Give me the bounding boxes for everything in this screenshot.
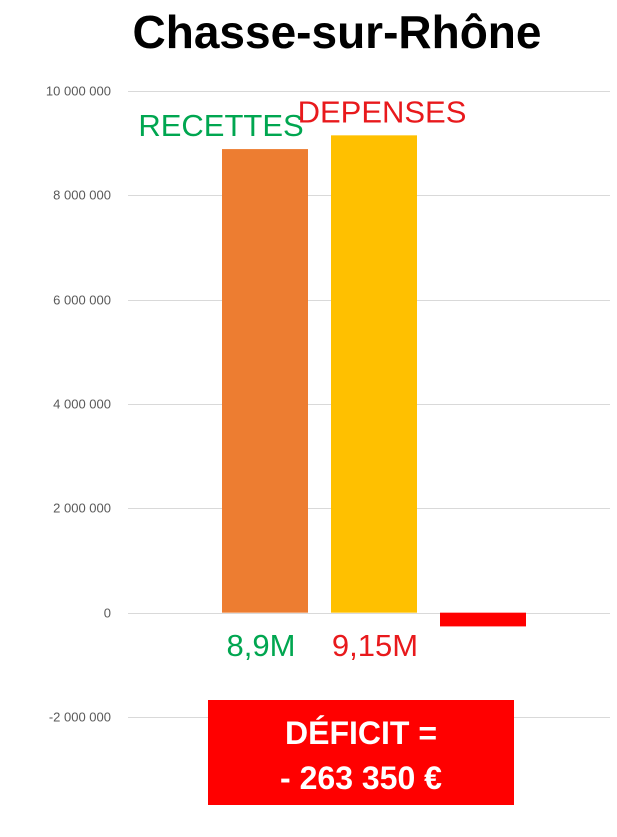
deficit-annotation: DÉFICIT = - 263 350 € <box>208 700 514 805</box>
category-label: DEPENSES <box>298 94 467 129</box>
y-tick-label: 4 000 000 <box>53 397 111 412</box>
bars <box>222 135 526 627</box>
deficit-amount: - 263 350 € <box>280 760 442 796</box>
y-tick-label: 0 <box>104 606 111 621</box>
bar-deficit <box>440 612 526 627</box>
y-tick-label: 10 000 000 <box>46 84 111 99</box>
y-tick-label: 2 000 000 <box>53 501 111 516</box>
y-axis-tick-labels: -2 000 000 0 2 000 000 4 000 000 6 000 000 8 … <box>46 84 111 725</box>
bar-depenses <box>331 135 417 613</box>
bar-recettes <box>222 149 308 613</box>
deficit-box <box>208 700 514 805</box>
bar-labels: RECETTES 8,9M DEPENSES 9,15M <box>138 94 466 663</box>
y-tick-label: -2 000 000 <box>49 710 111 725</box>
value-label: 8,9M <box>227 628 296 663</box>
chart-title: Chasse-sur-Rhône <box>133 6 542 58</box>
y-tick-label: 6 000 000 <box>53 293 111 308</box>
value-label: 9,15M <box>332 628 418 663</box>
y-tick-label: 8 000 000 <box>53 188 111 203</box>
category-label: RECETTES <box>138 108 303 143</box>
deficit-label: DÉFICIT = <box>285 715 437 751</box>
